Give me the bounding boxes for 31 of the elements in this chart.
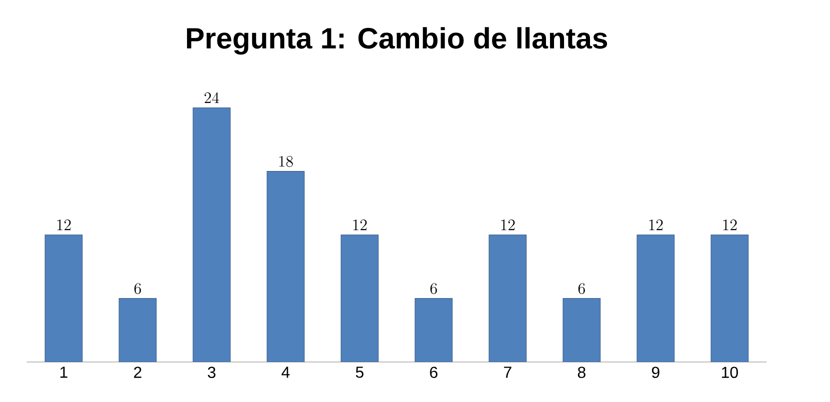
x-tick-label: 3 [208, 366, 216, 378]
data-label: 12 [501, 220, 515, 230]
data-label: 24 [204, 92, 220, 104]
x-tick-label: 7 [504, 366, 512, 378]
x-tick-label: 9 [652, 366, 660, 378]
bar [710, 234, 749, 362]
data-label: 12 [353, 220, 367, 230]
data-label: 6 [430, 283, 437, 294]
data-label: 12 [649, 220, 663, 230]
data-label: 18 [279, 156, 293, 167]
bar [488, 234, 527, 362]
data-label: 6 [134, 283, 141, 294]
x-tick-label: 5 [356, 366, 364, 378]
x-tick-label: 8 [578, 366, 586, 378]
data-label: 6 [578, 283, 585, 294]
bar [266, 171, 305, 362]
bar [562, 298, 601, 362]
bar [414, 298, 453, 362]
x-tick-label: 1 [60, 366, 68, 378]
bar [636, 234, 675, 362]
bar [192, 107, 231, 362]
bar [118, 298, 157, 362]
data-label: 12 [57, 220, 71, 230]
chart-title: Pregunta 1: Cambio de llantas [187, 27, 608, 55]
x-tick-label: 6 [430, 366, 438, 378]
data-label: 12 [723, 220, 737, 230]
bar [340, 234, 379, 362]
x-tick-label: 10 [722, 366, 738, 378]
x-tick-label: 2 [134, 366, 142, 378]
x-tick-label: 4 [282, 366, 290, 378]
bar [44, 234, 83, 362]
